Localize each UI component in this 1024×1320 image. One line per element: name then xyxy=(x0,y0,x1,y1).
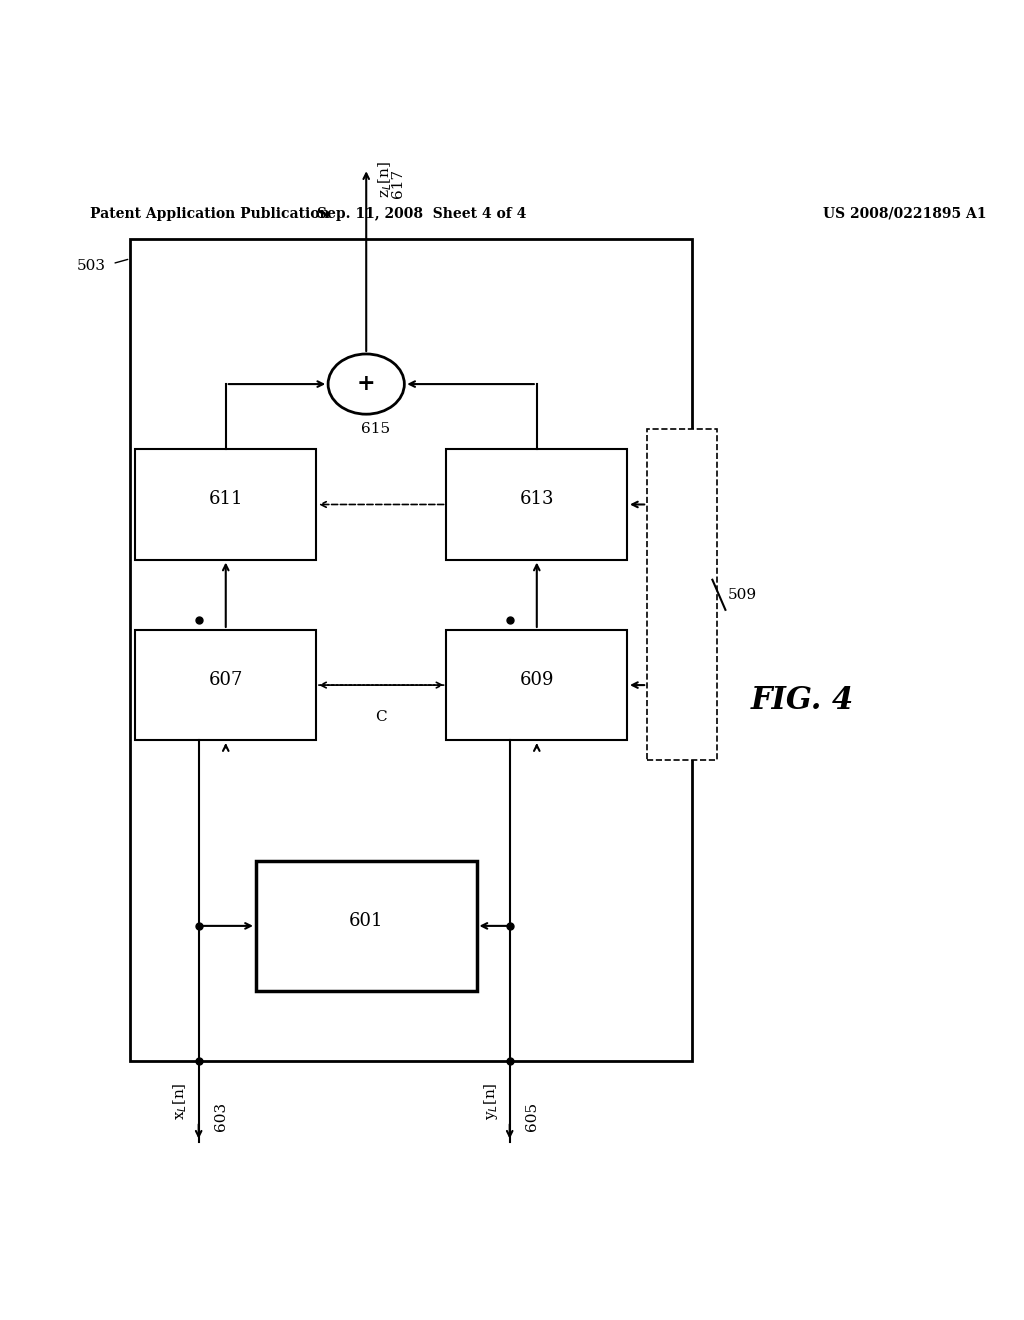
Text: 605: 605 xyxy=(524,1102,539,1131)
Text: Patent Application Publication: Patent Application Publication xyxy=(90,206,330,220)
Text: Sep. 11, 2008  Sheet 4 of 4: Sep. 11, 2008 Sheet 4 of 4 xyxy=(316,206,526,220)
Ellipse shape xyxy=(328,354,404,414)
Text: x$_L$[n]: x$_L$[n] xyxy=(171,1082,188,1121)
Text: 609: 609 xyxy=(519,671,554,689)
Text: 615: 615 xyxy=(361,422,390,436)
Text: +: + xyxy=(357,374,376,395)
Bar xyxy=(135,630,316,741)
Text: 509: 509 xyxy=(727,587,757,602)
Text: 613: 613 xyxy=(519,491,554,508)
Bar xyxy=(256,861,476,991)
Text: 603: 603 xyxy=(214,1102,227,1131)
Text: 611: 611 xyxy=(209,491,243,508)
Bar xyxy=(446,630,627,741)
Text: y$_L$[n]: y$_L$[n] xyxy=(481,1082,500,1121)
Text: C: C xyxy=(376,710,387,725)
Text: US 2008/0221895 A1: US 2008/0221895 A1 xyxy=(822,206,986,220)
Text: 607: 607 xyxy=(209,671,243,689)
Text: 601: 601 xyxy=(349,912,383,929)
Bar xyxy=(135,449,316,560)
Bar xyxy=(647,429,718,760)
Text: z$_L$[n]: z$_L$[n] xyxy=(376,161,394,198)
Text: 503: 503 xyxy=(77,259,105,273)
Bar xyxy=(446,449,627,560)
Text: FIG. 4: FIG. 4 xyxy=(751,685,854,715)
Bar xyxy=(130,239,692,1061)
Text: 617: 617 xyxy=(391,169,406,198)
